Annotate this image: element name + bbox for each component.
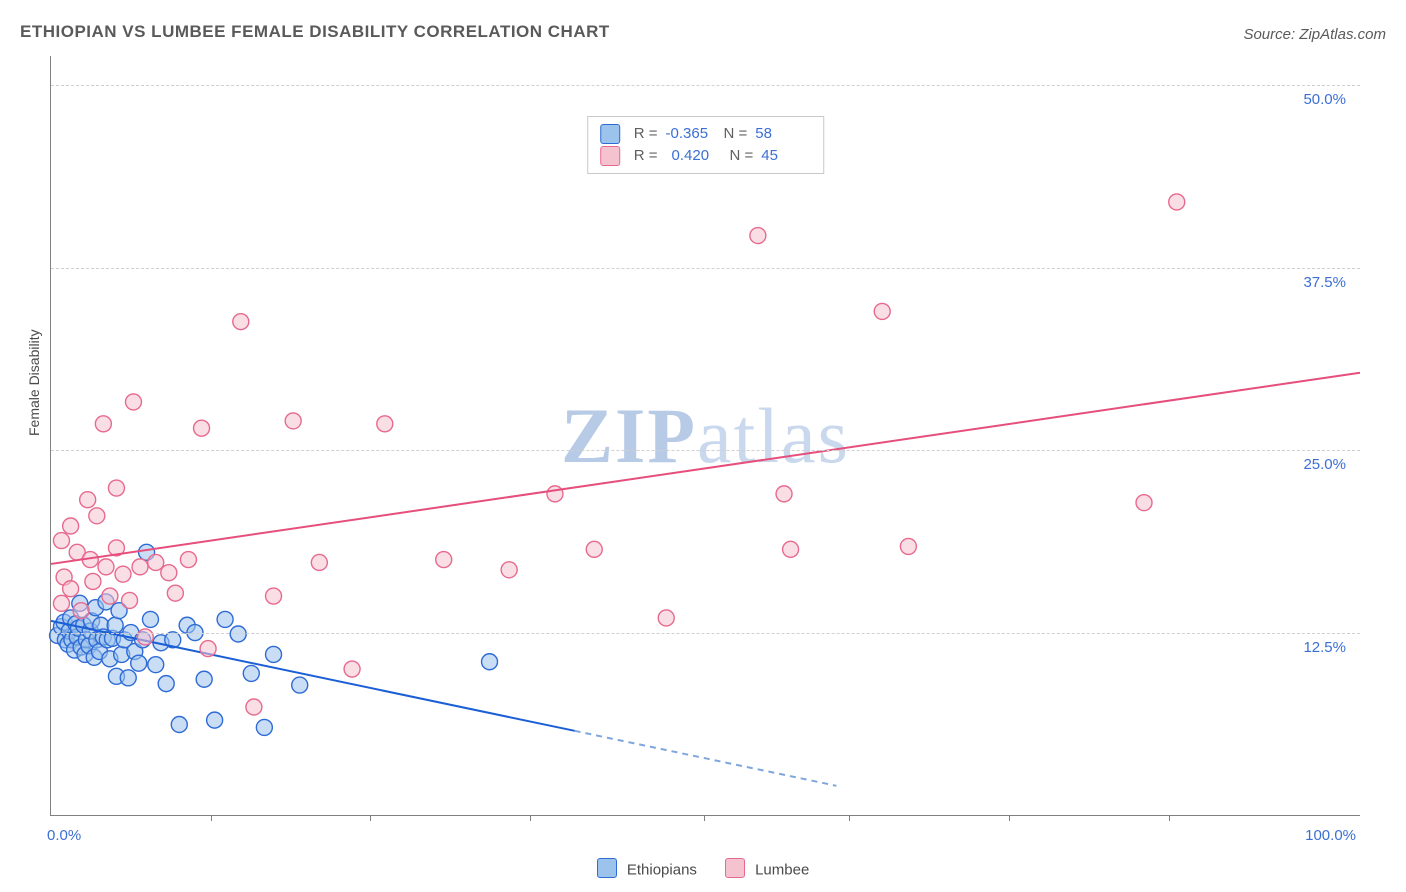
chart-title: ETHIOPIAN VS LUMBEE FEMALE DISABILITY CO… <box>20 22 610 42</box>
x-max-label: 100.0% <box>1305 827 1356 844</box>
legend-item-ethiopians: Ethiopians <box>597 858 697 879</box>
gridline <box>51 633 1360 634</box>
swatch-blue-icon <box>597 858 617 878</box>
x-tick <box>530 815 531 821</box>
y-tick-label: 50.0% <box>1303 91 1346 108</box>
x-tick <box>849 815 850 821</box>
swatch-pink-icon <box>725 858 745 878</box>
swatch-blue-icon <box>600 124 620 144</box>
correlation-legend: R = -0.365 N = 58 R = 0.420 N = 45 <box>587 116 825 174</box>
x-tick <box>704 815 705 821</box>
source-text: Source: ZipAtlas.com <box>1243 26 1386 43</box>
y-tick-label: 25.0% <box>1303 456 1346 473</box>
x-tick <box>211 815 212 821</box>
y-tick-label: 12.5% <box>1303 639 1346 656</box>
x-tick <box>1169 815 1170 821</box>
gridline <box>51 85 1360 86</box>
x-min-label: 0.0% <box>47 827 81 844</box>
legend-item-lumbee: Lumbee <box>725 858 809 879</box>
legend-row-lumbee: R = 0.420 N = 45 <box>600 145 812 167</box>
x-tick <box>370 815 371 821</box>
x-tick <box>1009 815 1010 821</box>
y-axis-label: Female Disability <box>26 329 42 436</box>
y-tick-label: 37.5% <box>1303 274 1346 291</box>
plot-area: ZIPatlas R = -0.365 N = 58 R = 0.420 N =… <box>50 56 1360 816</box>
gridline <box>51 450 1360 451</box>
swatch-pink-icon <box>600 146 620 166</box>
series-legend: Ethiopians Lumbee <box>0 858 1406 879</box>
gridline <box>51 268 1360 269</box>
legend-row-ethiopians: R = -0.365 N = 58 <box>600 123 812 145</box>
